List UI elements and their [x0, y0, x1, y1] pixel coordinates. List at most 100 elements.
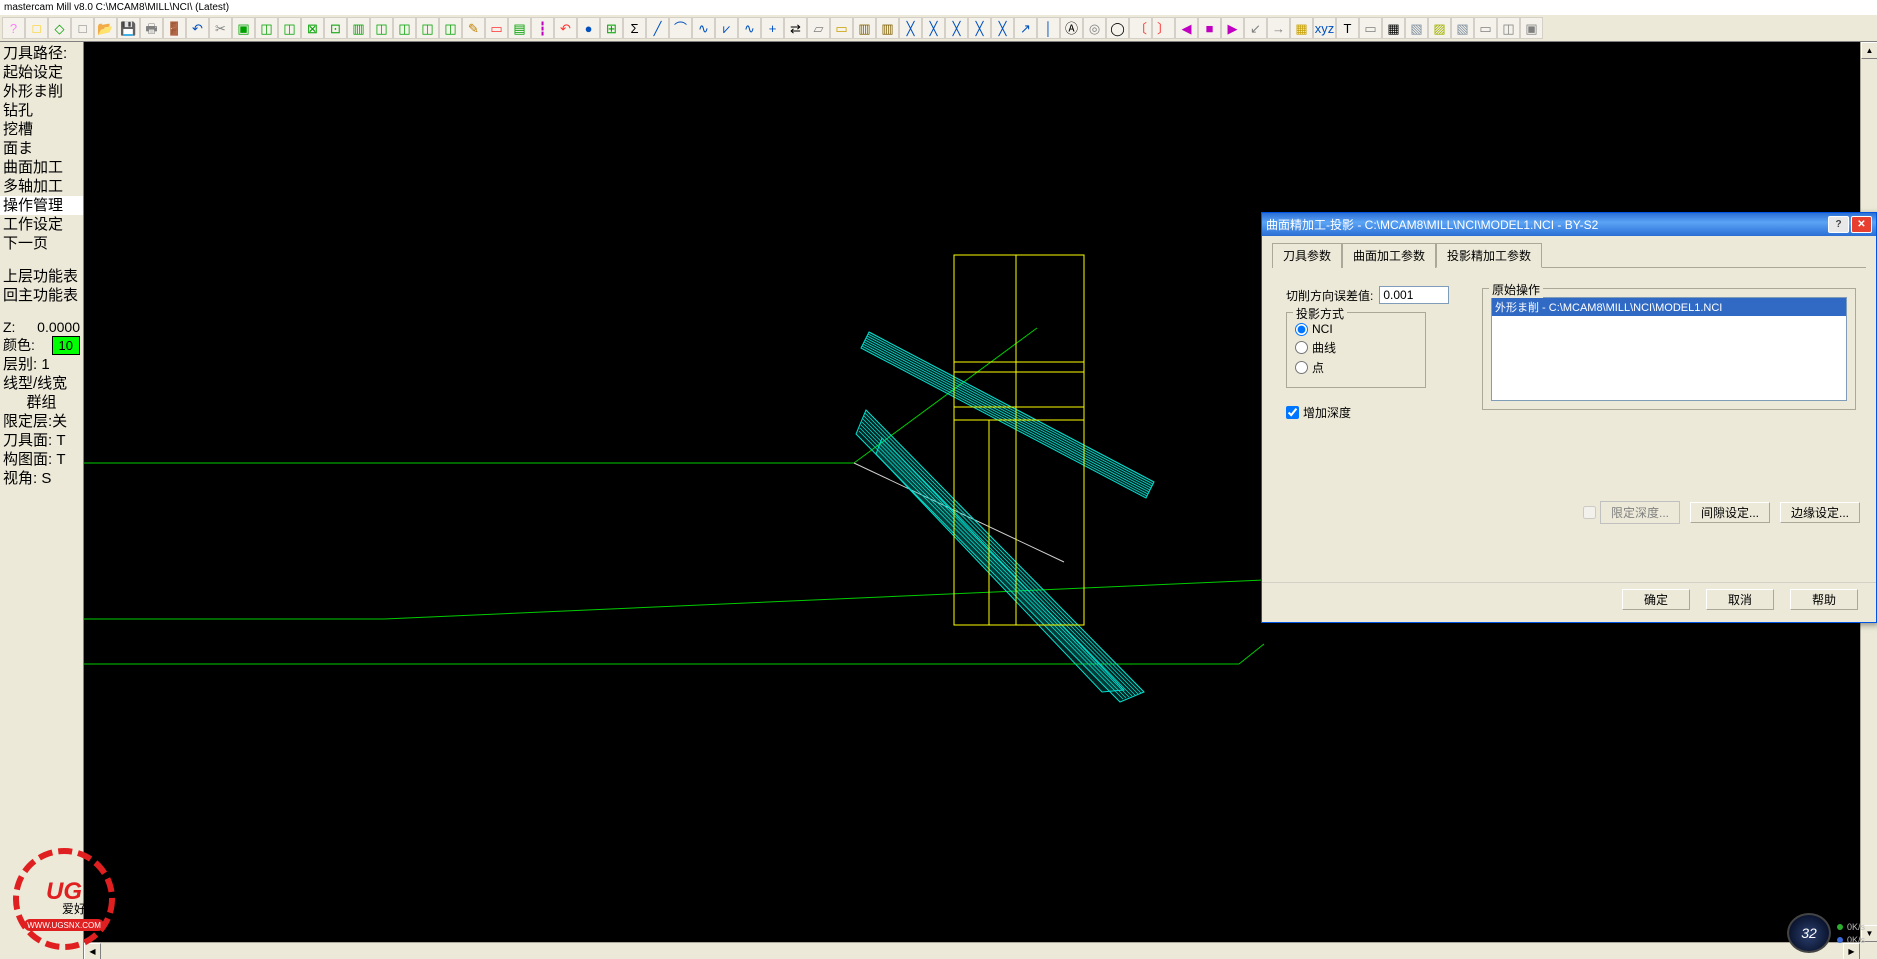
toolbar-print-icon[interactable]: 🖶 [140, 17, 163, 39]
depth-checkbox[interactable] [1286, 406, 1299, 419]
toolbar-ring-icon[interactable]: ◯ [1106, 17, 1129, 39]
toolbar-poly-icon[interactable]: ⩗ [715, 17, 738, 39]
toolbar-wall-b-icon[interactable]: ▧ [1451, 17, 1474, 39]
toolbar-arrow-r-icon[interactable]: → [1267, 17, 1290, 39]
close-button[interactable]: ✕ [1851, 216, 1872, 233]
edge-settings-button[interactable]: 边缘设定... [1780, 502, 1860, 523]
menu-item[interactable]: 钻孔 [0, 101, 83, 120]
toolbar-move-r-icon[interactable]: ▶ [1221, 17, 1244, 39]
dialog-tab[interactable]: 刀具参数 [1272, 243, 1342, 268]
group-status[interactable]: 群组 [0, 393, 83, 412]
menu-item[interactable]: 回主功能表 [0, 286, 83, 305]
layer-status[interactable]: 层别: 1 [0, 355, 83, 374]
toolbar-eraser-icon[interactable]: ▱ [807, 17, 830, 39]
toolbar-wire-a-icon[interactable]: ◫ [370, 17, 393, 39]
toolbar-align-icon[interactable]: ┇ [531, 17, 554, 39]
projection-radio[interactable] [1295, 341, 1308, 354]
dialog-titlebar[interactable]: 曲面精加工-投影 - C:\MCAM8\MILL\NCI\MODEL1.NCI … [1262, 213, 1876, 236]
toolbar-arrow-icon[interactable]: ↗ [1014, 17, 1037, 39]
toolbar-dim-2-icon[interactable]: ▥ [876, 17, 899, 39]
limit-status[interactable]: 限定层:关 [0, 412, 83, 431]
toolbar-plus-icon[interactable]: + [761, 17, 784, 39]
toolbar-spline-icon[interactable]: ∿ [738, 17, 761, 39]
toolbar-grid-icon[interactable]: ▦ [1290, 17, 1313, 39]
toolbar-door-icon[interactable]: 🚪 [163, 17, 186, 39]
menu-item[interactable]: 面ま [0, 139, 83, 158]
depth-check-row[interactable]: 增加深度 [1286, 404, 1456, 421]
ok-button[interactable]: 确定 [1622, 589, 1690, 610]
dialog-tab[interactable]: 投影精加工参数 [1436, 243, 1542, 268]
menu-item[interactable]: 工作设定 [0, 215, 83, 234]
toolbar-nodes-icon[interactable]: ⊞ [600, 17, 623, 39]
cancel-button[interactable]: 取消 [1706, 589, 1774, 610]
toolbar-pencil-icon[interactable]: ✎ [462, 17, 485, 39]
toolbar-x1-icon[interactable]: ╳ [899, 17, 922, 39]
tolerance-input[interactable] [1379, 286, 1449, 304]
projection-radio[interactable] [1295, 323, 1308, 336]
toolbar-x2-icon[interactable]: ╳ [922, 17, 945, 39]
menu-item[interactable]: 挖槽 [0, 120, 83, 139]
view-status[interactable]: 视角: S [0, 469, 83, 488]
toolbar-select-rect-icon[interactable]: ▭ [485, 17, 508, 39]
toolbar-wire-c-icon[interactable]: ◫ [416, 17, 439, 39]
toolbar-wall-a-icon[interactable]: ▧ [1405, 17, 1428, 39]
toolbar-arc-icon[interactable]: ⌒ [669, 17, 692, 39]
projection-radio-row[interactable]: 曲线 [1295, 339, 1417, 356]
toolbar-sphere-icon[interactable]: ● [577, 17, 600, 39]
projection-radio-row[interactable]: NCI [1295, 322, 1417, 336]
gap-settings-button[interactable]: 间隙设定... [1690, 502, 1770, 523]
menu-item[interactable]: 起始设定 [0, 63, 83, 82]
menu-item[interactable]: 外形ま削 [0, 82, 83, 101]
menu-item[interactable]: 操作管理 [0, 196, 83, 215]
toolbar-open-icon[interactable]: 📂 [94, 17, 117, 39]
toolbar-select-icon[interactable]: ▭ [830, 17, 853, 39]
projection-radio-row[interactable]: 点 [1295, 359, 1417, 376]
minimize-button[interactable]: ? [1828, 216, 1849, 233]
toolbar-move-l-icon[interactable]: ◀ [1175, 17, 1198, 39]
scrollbar-horizontal[interactable]: ◀ ▶ [84, 942, 1860, 959]
toolbar-x5-icon[interactable]: ╳ [991, 17, 1014, 39]
toolbar-help-icon[interactable]: ? [2, 17, 25, 39]
toolbar-x4-icon[interactable]: ╳ [968, 17, 991, 39]
toolbar-undo-2-icon[interactable]: ↶ [554, 17, 577, 39]
menu-item[interactable]: 多轴加工 [0, 177, 83, 196]
toolbar-wire-y-icon[interactable]: ⊡ [324, 17, 347, 39]
color-value[interactable]: 10 [52, 336, 80, 355]
menu-item[interactable]: 曲面加工 [0, 158, 83, 177]
menu-item[interactable]: 上层功能表 [0, 267, 83, 286]
scroll-up-icon[interactable]: ▲ [1861, 42, 1877, 59]
toolbar-surf-a-icon[interactable]: ▨ [1428, 17, 1451, 39]
toolbar-new-icon[interactable]: □ [71, 17, 94, 39]
toolbar-layers-icon[interactable]: ▤ [508, 17, 531, 39]
toolbar-trans-icon[interactable]: ⇄ [784, 17, 807, 39]
menu-item[interactable]: 下一页 [0, 234, 83, 253]
toolbar-cut-icon[interactable]: ✂ [209, 17, 232, 39]
toolbar-curve-icon[interactable]: ∿ [692, 17, 715, 39]
source-op-list[interactable]: 外形ま削 - C:\MCAM8\MILL\NCI\MODEL1.NCI [1491, 297, 1847, 401]
scroll-left-icon[interactable]: ◀ [84, 943, 101, 959]
dialog-tab[interactable]: 曲面加工参数 [1342, 243, 1436, 268]
drawface-status[interactable]: 构图面: T [0, 450, 83, 469]
toolbar-wire-list-icon[interactable]: ▥ [347, 17, 370, 39]
toolbar-win-icon[interactable]: ▭ [1359, 17, 1382, 39]
toolbar-wire-cube-2-icon[interactable]: ◫ [278, 17, 301, 39]
toolbar-table-icon[interactable]: ▦ [1382, 17, 1405, 39]
toolbar-move-m-icon[interactable]: ■ [1198, 17, 1221, 39]
toolbar-bracket-r-icon[interactable]: 〕 [1152, 17, 1175, 39]
toolbar-text-icon[interactable]: T [1336, 17, 1359, 39]
toolbar-bracket-l-icon[interactable]: 〔 [1129, 17, 1152, 39]
toolbar-solid-cube-icon[interactable]: ▣ [232, 17, 255, 39]
toolbar-ab-icon[interactable]: Ⓐ [1060, 17, 1083, 39]
toolbar-iso-view-icon[interactable]: ◇ [48, 17, 71, 39]
toolbar-save-icon[interactable]: 💾 [117, 17, 140, 39]
toolbar-arrow-l-icon[interactable]: ↙ [1244, 17, 1267, 39]
toolbar-obj3-icon[interactable]: ▣ [1520, 17, 1543, 39]
toolbar-wire-d-icon[interactable]: ◫ [439, 17, 462, 39]
source-list-item[interactable]: 外形ま削 - C:\MCAM8\MILL\NCI\MODEL1.NCI [1492, 298, 1846, 316]
projection-radio[interactable] [1295, 361, 1308, 374]
toolbar-obj2-icon[interactable]: ◫ [1497, 17, 1520, 39]
toolface-status[interactable]: 刀具面: T [0, 431, 83, 450]
z-status[interactable]: Z: 0.0000 [0, 319, 83, 336]
toolbar-wire-b-icon[interactable]: ◫ [393, 17, 416, 39]
toolbar-x3-icon[interactable]: ╳ [945, 17, 968, 39]
